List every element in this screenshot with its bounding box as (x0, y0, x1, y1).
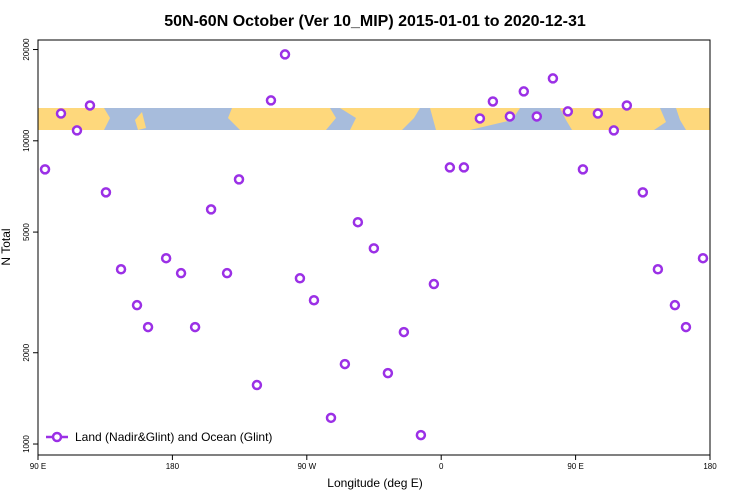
point (474, 113, 486, 124)
point (265, 95, 277, 106)
point (325, 412, 337, 424)
chart-title: 50N-60N October (Ver 10_MIP) 2015-01-01 … (164, 13, 586, 30)
point (339, 358, 351, 370)
x-tick-label: 180 (166, 462, 180, 471)
y-tick-label: 1000 (22, 435, 31, 453)
x-tick-label: 90 W (297, 462, 316, 471)
point (71, 125, 83, 136)
point (608, 125, 620, 136)
point (294, 273, 306, 284)
point (39, 164, 51, 175)
y-tick-label: 20000 (22, 38, 31, 61)
point (205, 204, 217, 215)
x-tick-label: 90 E (30, 462, 46, 471)
point (368, 243, 380, 254)
point (669, 299, 681, 311)
point (160, 252, 172, 264)
point (458, 162, 470, 173)
point (652, 264, 664, 275)
y-tick-label: 5000 (22, 223, 31, 241)
point (142, 321, 154, 333)
point (189, 321, 201, 333)
point (637, 187, 649, 198)
point (382, 367, 394, 379)
y-axis-label: N Total (0, 228, 13, 265)
point (84, 100, 96, 111)
plot-frame (37, 39, 711, 456)
point (504, 111, 516, 122)
point (221, 267, 233, 279)
point (175, 267, 187, 279)
x-tick-label: 90 E (567, 462, 583, 471)
x-tick-label: 180 (703, 462, 717, 471)
point (518, 86, 530, 97)
point (55, 108, 67, 119)
point (562, 106, 574, 117)
point (251, 379, 263, 391)
point (531, 111, 543, 122)
point (279, 49, 291, 60)
x-tick-label: 0 (439, 462, 444, 471)
point (352, 216, 364, 228)
point (308, 294, 320, 306)
point (697, 252, 709, 264)
point (621, 100, 633, 111)
y-tick-label: 2000 (22, 343, 31, 361)
point (398, 326, 410, 338)
y-tick-label: 10000 (22, 129, 31, 152)
point (577, 164, 589, 175)
point (428, 278, 440, 290)
point (444, 162, 456, 173)
point (592, 108, 604, 119)
legend-marker (51, 431, 63, 443)
point (680, 321, 692, 333)
point (547, 73, 559, 84)
x-axis-label: Longitude (deg E) (327, 476, 422, 490)
point (487, 96, 499, 107)
point (115, 264, 127, 275)
legend-label: Land (Nadir&Glint) and Ocean (Glint) (75, 430, 272, 444)
point (100, 187, 112, 198)
map-strip (38, 108, 710, 130)
point (131, 299, 143, 311)
point (415, 429, 427, 441)
point (233, 174, 245, 185)
